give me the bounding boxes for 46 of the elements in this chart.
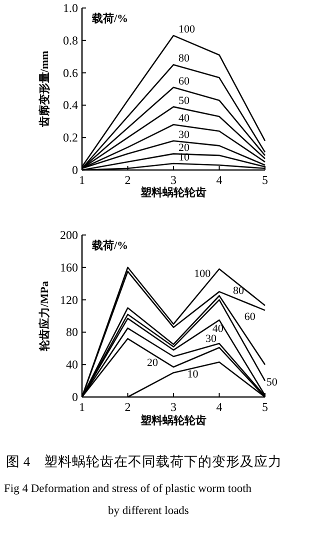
x-tick-label: 3 [170, 173, 176, 187]
y-tick-label: 80 [66, 325, 78, 340]
y-axis-title: 轮齿应力/MPa [38, 280, 51, 352]
series-label: 50 [178, 94, 190, 107]
series-label: 20 [178, 142, 190, 154]
series-label: 80 [178, 52, 190, 65]
y-tick-label: 0 [72, 390, 78, 404]
series-label: 60 [244, 311, 256, 324]
x-tick-label: 2 [124, 173, 131, 187]
x-tick-label: 5 [262, 173, 268, 187]
y-tick-label: 0.8 [63, 33, 78, 48]
y-tick-label: 40 [66, 358, 78, 372]
legend-title: 载荷/% [91, 239, 128, 252]
y-tick-label: 160 [60, 260, 78, 274]
legend-title: 载荷/% [91, 12, 128, 25]
series-label: 20 [146, 357, 158, 370]
series-label: 50 [266, 376, 278, 389]
series-label: 60 [178, 75, 190, 88]
y-tick-label: 120 [60, 292, 78, 307]
series-label: 30 [206, 332, 218, 345]
series-label: 100 [178, 24, 196, 36]
x-tick-label: 4 [216, 400, 222, 414]
y-axis-title: 齿廓变形量/mm [38, 50, 51, 128]
x-tick-label: 2 [124, 400, 131, 414]
x-tick-label: 5 [262, 400, 268, 414]
y-tick-label: 0.2 [63, 130, 78, 145]
x-tick-label: 4 [216, 173, 222, 187]
x-tick-label: 1 [79, 400, 85, 414]
y-tick-label: 0.6 [63, 66, 78, 80]
caption: Fig 4 Deformation and stress of of plastic worm tooth [4, 483, 252, 495]
x-axis-title: 塑料蜗轮轮齿 [140, 186, 206, 199]
y-tick-label: 0 [72, 163, 78, 177]
x-tick-label: 1 [79, 173, 85, 187]
y-tick-label: 200 [60, 228, 78, 242]
series-label: 40 [178, 112, 190, 125]
x-axis-title: 塑料蜗轮轮齿 [140, 414, 206, 427]
series-label: 40 [212, 323, 224, 336]
series-label: 100 [194, 268, 212, 280]
x-tick-label: 3 [170, 400, 176, 414]
y-tick-label: 1.0 [63, 1, 78, 15]
series-label: 30 [178, 128, 190, 141]
series-label: 10 [187, 368, 199, 381]
series-label: 80 [232, 285, 244, 298]
caption: 图 4 塑料蜗轮齿在不同载荷下的变形及应力 [6, 454, 282, 469]
text: by different loads [108, 505, 190, 517]
y-tick-label: 0.4 [63, 98, 78, 112]
